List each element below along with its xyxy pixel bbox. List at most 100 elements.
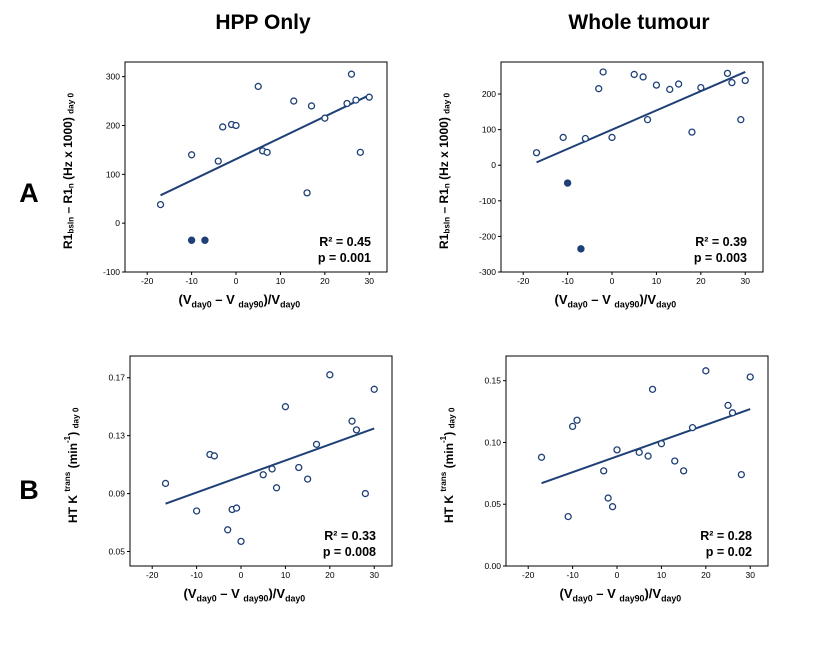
plot-column: -20 -10 0 10 20 30 0.00 0.05 0.10 0.15 R² = 0.28 p … <box>462 346 778 604</box>
x-tick-label: 20 <box>696 276 706 286</box>
column-title-hpp-only: HPP Only <box>215 11 311 34</box>
data-point <box>211 452 219 460</box>
data-point <box>188 151 196 159</box>
data-point <box>653 81 661 89</box>
x-axis-label: (Vday0 – V day90)/Vday0 <box>183 586 306 604</box>
corner-spacer <box>0 0 58 46</box>
data-point <box>313 440 321 448</box>
data-point <box>282 403 290 411</box>
data-point <box>237 537 246 546</box>
r-squared-annotation: R² = 0.28 <box>701 529 753 543</box>
data-point <box>644 116 652 124</box>
y-tick-label: 0 <box>116 218 121 228</box>
data-point <box>644 452 653 460</box>
trend-line <box>536 71 747 164</box>
data-point <box>728 78 736 87</box>
y-tick-label: -100 <box>479 196 496 206</box>
data-point <box>343 99 352 108</box>
data-point <box>263 148 272 156</box>
data-point <box>303 189 312 197</box>
x-tick-label: -10 <box>191 570 204 580</box>
data-point <box>666 85 674 94</box>
data-point <box>635 448 644 457</box>
data-point <box>157 200 165 209</box>
data-point <box>737 116 745 124</box>
data-point <box>370 385 379 393</box>
scatter-panel-a-hpp: R1bsln – R1n (Hz x 1000) day 0 -20 -10 0 10… <box>58 46 434 340</box>
data-point <box>564 512 573 521</box>
data-point <box>600 467 608 475</box>
data-point <box>599 68 608 76</box>
y-tick-label: 100 <box>482 125 496 135</box>
column-title-whole-tumour: Whole tumour <box>568 11 710 34</box>
data-point <box>697 83 705 92</box>
x-tick-label: 20 <box>325 570 335 580</box>
data-point <box>214 157 223 165</box>
data-point <box>559 133 568 142</box>
data-point-filled <box>188 236 196 244</box>
data-point <box>569 422 577 431</box>
data-point <box>233 504 241 512</box>
trend-line <box>541 408 751 485</box>
data-point-filled <box>564 179 572 187</box>
data-point <box>290 97 298 105</box>
data-point <box>609 503 617 511</box>
y-axis-label: HT K trans (min-1) day 0 <box>439 407 457 523</box>
scatter-plot: -20 -10 0 10 20 30 0.00 0.05 0.10 0.15 R² = 0.28 p … <box>485 355 769 580</box>
data-point <box>254 82 263 91</box>
x-tick-label: -10 <box>186 276 199 286</box>
data-point <box>613 446 622 454</box>
data-point <box>357 148 365 156</box>
x-tick-label: 0 <box>615 570 620 580</box>
data-point <box>193 507 201 515</box>
x-tick-label: 10 <box>281 570 291 580</box>
y-axis-label: R1bsln – R1n (Hz x 1000) day 0 <box>437 92 452 250</box>
data-point <box>304 475 312 483</box>
data-point <box>608 133 617 142</box>
plot-column: -20 -10 0 10 20 30 0.05 0.09 0.13 0.17 R² = 0.33 p … <box>86 346 402 604</box>
plot-frame <box>505 355 769 567</box>
y-tick-label: 0.10 <box>485 437 502 447</box>
data-point <box>259 471 268 479</box>
x-axis-label: (Vday0 – V day90)/Vday0 <box>554 292 677 310</box>
trend-line <box>160 94 371 197</box>
data-point <box>741 76 750 85</box>
y-tick-label: 0.09 <box>109 489 126 499</box>
x-tick-label: -20 <box>146 570 159 580</box>
data-point <box>746 373 755 381</box>
scatter-plot: -20 -10 0 10 20 30 0.05 0.09 0.13 0.17 R² = 0.33 p … <box>109 355 393 580</box>
y-tick-label: 0.13 <box>109 431 126 441</box>
y-axis-label: R1bsln – R1n (Hz x 1000) day 0 <box>61 92 76 250</box>
data-point <box>268 465 277 473</box>
plot-frame <box>124 61 388 273</box>
x-tick-label: 30 <box>746 570 756 580</box>
y-tick-label: 0 <box>492 160 497 170</box>
data-point <box>308 102 316 110</box>
panel-label-a: A <box>19 177 39 208</box>
y-axis-label: HT K trans (min-1) day 0 <box>63 407 81 523</box>
r-squared-annotation: R² = 0.45 <box>320 235 372 249</box>
data-point <box>639 73 648 81</box>
x-tick-label: 0 <box>610 276 615 286</box>
data-point <box>326 371 334 379</box>
data-point <box>533 149 541 157</box>
data-point <box>595 85 603 93</box>
x-tick-label: -10 <box>567 570 580 580</box>
data-point <box>538 453 546 461</box>
data-point-filled <box>577 245 586 253</box>
data-point <box>675 80 683 88</box>
data-point <box>738 470 746 479</box>
x-tick-label: 0 <box>234 276 239 286</box>
x-tick-label: -20 <box>522 570 535 580</box>
p-value-annotation: p = 0.02 <box>706 545 752 559</box>
data-point <box>352 96 360 104</box>
plot-frame <box>500 61 764 273</box>
r-squared-annotation: R² = 0.39 <box>696 235 748 249</box>
y-tick-label: 300 <box>106 72 120 82</box>
y-tick-label: 0.00 <box>485 561 502 571</box>
data-point <box>688 128 696 136</box>
y-tick-label: 0.15 <box>485 376 502 386</box>
